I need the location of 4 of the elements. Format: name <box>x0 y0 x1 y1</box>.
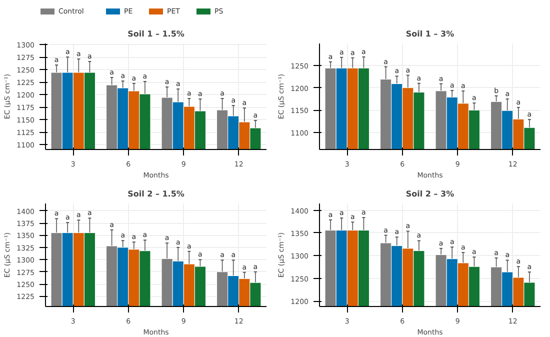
chart-title: Soil 1 – 1.5% <box>128 30 184 38</box>
chart-title: Soil 2 – 3% <box>406 190 454 198</box>
chart-title: Soil 2 – 1.5% <box>128 190 184 198</box>
chart-title: Soil 1 – 3% <box>406 30 454 38</box>
